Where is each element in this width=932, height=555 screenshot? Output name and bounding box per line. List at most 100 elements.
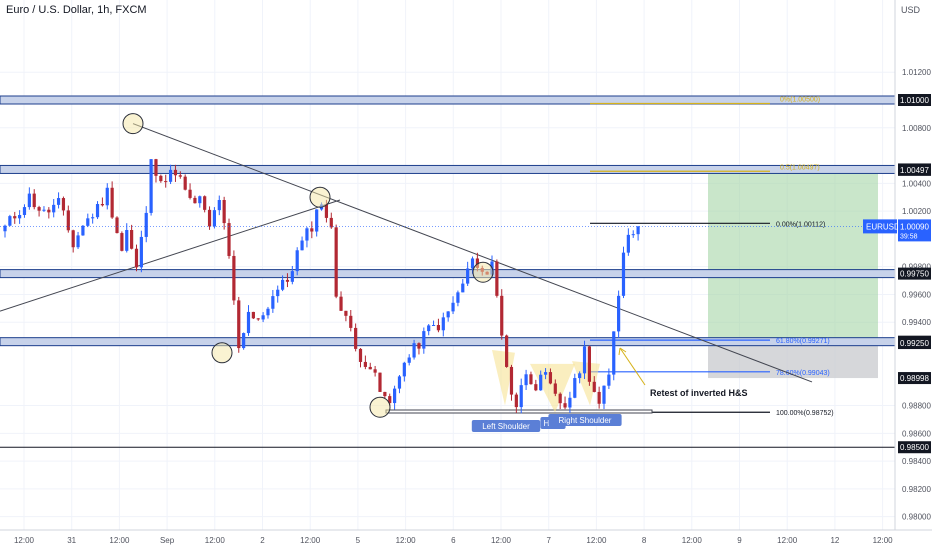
level-price-tag-bg: [898, 372, 931, 385]
candle-body: [168, 169, 173, 182]
candle-body: [349, 315, 353, 328]
candle-body: [115, 217, 119, 234]
candle-body: [8, 216, 12, 226]
candle-body: [592, 381, 596, 392]
candle-body: [568, 397, 572, 408]
candle-body: [271, 296, 275, 309]
candle-body: [261, 315, 265, 320]
candle-body: [612, 331, 616, 375]
candle-body: [441, 317, 445, 331]
target-zone: [708, 169, 878, 344]
candle-body: [193, 197, 197, 204]
price-axis-label: 0.98400: [902, 457, 931, 466]
annotation-text: Retest of inverted H&S: [650, 388, 748, 398]
price-axis-label: 0.99400: [902, 318, 931, 327]
candle-body: [573, 378, 577, 398]
hs-pattern-shape: [492, 350, 515, 406]
fib-level-label: 0.00%(1.00112): [776, 221, 825, 228]
candle-body: [144, 212, 148, 237]
candle-body: [553, 383, 557, 394]
last-price-tag: 1.00090: [900, 222, 929, 231]
candle-body: [388, 396, 392, 404]
candle-body: [120, 233, 124, 251]
candle-body: [178, 175, 182, 177]
price-axis-label: 0.98200: [902, 485, 931, 494]
time-axis-label: Sep: [160, 536, 175, 545]
candle-body: [32, 193, 36, 208]
candle-body: [407, 357, 411, 363]
candle-body: [13, 216, 17, 219]
time-axis-label: 12:00: [873, 536, 894, 545]
zone-price-tag-bg: [898, 267, 931, 280]
time-axis-label: 12:00: [396, 536, 417, 545]
candle-body: [368, 366, 372, 370]
zone-price-tag-bg: [898, 94, 931, 106]
candle-body: [324, 204, 329, 218]
level-price-tag: 0.98500: [900, 443, 929, 452]
pivot-circle-marker: [472, 261, 494, 283]
candle-body: [563, 403, 567, 408]
horizontal-zone: [0, 269, 896, 279]
candle-body: [383, 391, 387, 397]
candle-body: [66, 210, 70, 231]
descending-trendline: [132, 123, 813, 383]
candle-body: [52, 204, 56, 213]
candle-body: [431, 325, 436, 326]
candle-body: [397, 376, 402, 389]
horizontal-zone: [0, 95, 896, 105]
candle-body: [558, 393, 562, 404]
candle-body: [344, 310, 348, 316]
candle-body: [534, 384, 538, 391]
time-axis-label: 12:00: [109, 536, 130, 545]
candle-body: [582, 346, 587, 374]
candle-body: [417, 343, 421, 349]
zone-price-tag: 1.01000: [900, 96, 929, 105]
candle-body: [578, 373, 582, 379]
candle-body: [519, 385, 523, 408]
candle-body: [18, 215, 22, 219]
time-axis-label: 12:00: [777, 536, 798, 545]
candle-body: [607, 374, 611, 386]
candle-body: [310, 228, 314, 232]
candle-body: [524, 374, 528, 386]
price-axis-label: 0.98000: [902, 513, 931, 522]
candle-body: [334, 227, 338, 297]
candle-body: [461, 283, 465, 293]
price-axis-label: 0.98600: [902, 429, 931, 438]
candle-body: [373, 369, 377, 373]
upper-fib-label: 0%(1.00500): [780, 96, 820, 103]
candle-body: [466, 268, 470, 284]
last-price-tag-bg: [898, 219, 931, 242]
candle-body: [164, 181, 168, 183]
level-price-tag: 1.00497: [900, 166, 929, 175]
price-axis-label: 1.00800: [902, 124, 931, 133]
candle-body: [295, 250, 299, 272]
candle-body: [61, 198, 66, 211]
candle-body: [81, 225, 85, 236]
time-axis-label: 31: [67, 536, 76, 545]
time-axis-label: 12:00: [205, 536, 226, 545]
grid-lines: [0, 0, 895, 530]
candle-body: [436, 325, 441, 331]
currency-label: USD: [900, 5, 920, 15]
candle-body: [446, 311, 450, 318]
candle-body: [139, 236, 143, 268]
candle-body: [173, 169, 178, 176]
candle-body: [76, 235, 80, 248]
price-axis-label: 1.00400: [902, 179, 931, 188]
time-axis-label: 9: [737, 536, 742, 545]
candle-body: [212, 210, 217, 227]
candle-body: [285, 279, 290, 282]
candle-body: [266, 308, 270, 316]
time-axis-label: 12: [830, 536, 839, 545]
horizontal-zone: [0, 337, 896, 347]
candle-body: [251, 311, 255, 319]
time-axis-label: 12:00: [14, 536, 35, 545]
candle-body: [91, 217, 95, 219]
pattern-label-bg: [548, 414, 622, 426]
level-price-tag: 0.99250: [900, 339, 929, 348]
fib-level-label: 61.80%(0.99271): [776, 338, 830, 345]
time-axis-label: 5: [356, 536, 361, 545]
